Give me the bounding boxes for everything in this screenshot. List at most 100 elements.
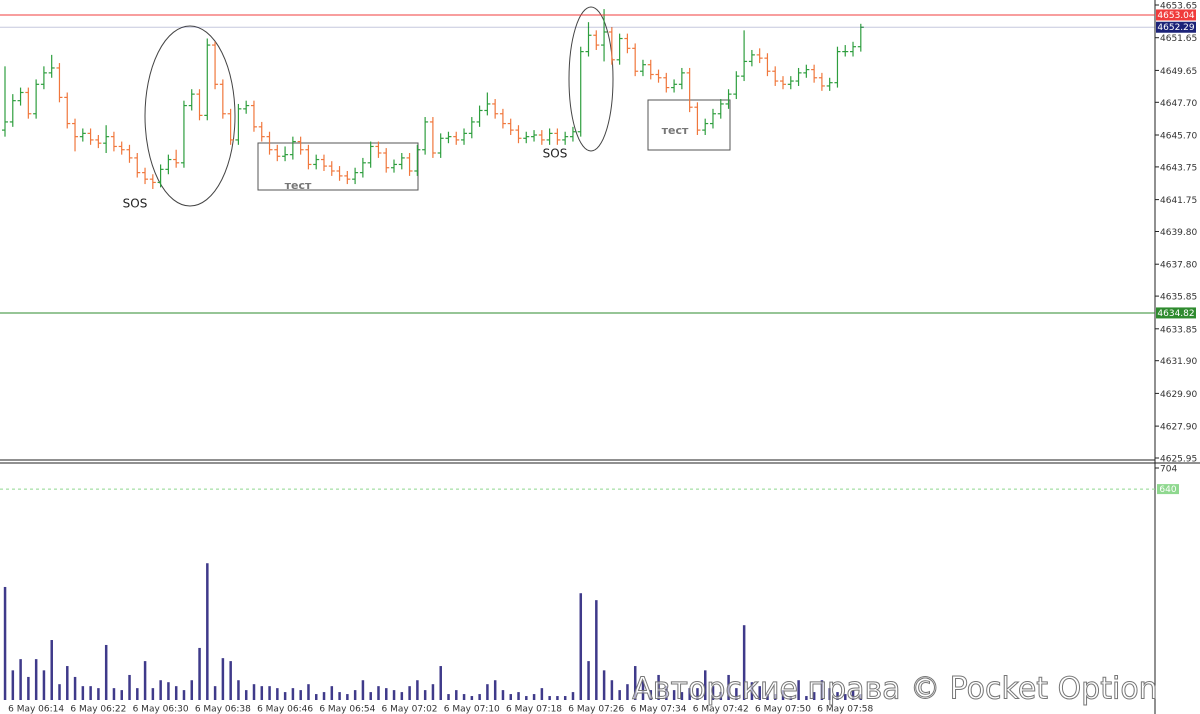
- volume-bar: [564, 696, 567, 700]
- volume-bar: [121, 690, 124, 700]
- volume-bar: [245, 690, 248, 700]
- volume-bar: [354, 690, 357, 700]
- annotation: тест: [662, 124, 689, 137]
- y-tick-label: 4645.70: [1160, 132, 1197, 142]
- volume-bar: [299, 690, 302, 700]
- volume-bar: [618, 690, 621, 700]
- volume-bar: [580, 593, 583, 700]
- volume-bar: [626, 684, 629, 700]
- volume-bar: [525, 696, 528, 700]
- volume-bar: [486, 684, 489, 700]
- volume-bar: [206, 563, 209, 700]
- volume-bar: [338, 692, 341, 700]
- volume-bar: [377, 686, 380, 700]
- volume-bar: [276, 688, 279, 700]
- volume-bar: [58, 684, 61, 700]
- y-tick-label: 4647.70: [1160, 99, 1197, 109]
- y-tick-label: 4629.90: [1160, 390, 1197, 400]
- y-tick-label: 4625.95: [1160, 455, 1197, 465]
- volume-bar: [548, 696, 551, 700]
- y-tick-label: 4649.65: [1160, 67, 1197, 77]
- volume-bar: [144, 661, 147, 700]
- volume-bar: [439, 666, 442, 700]
- volume-bar: [229, 661, 232, 700]
- volume-bar: [369, 692, 372, 700]
- volume-bar: [97, 688, 100, 700]
- volume-bar: [510, 694, 513, 700]
- volume-bar: [43, 670, 46, 700]
- volume-bar: [455, 690, 458, 700]
- volume-bar: [19, 659, 22, 700]
- volume-bar: [12, 670, 15, 700]
- x-tick-label: 6 May 06:54: [319, 705, 375, 714]
- volume-bar: [595, 600, 598, 700]
- volume-bar: [292, 688, 295, 700]
- y-tick-label: 4637.80: [1160, 261, 1197, 271]
- x-tick-label: 6 May 07:02: [382, 705, 438, 714]
- volume-bar: [253, 684, 256, 700]
- volume-bar: [541, 688, 544, 700]
- volume-bar: [136, 688, 139, 700]
- watermark: Авторские права © Pocket Option: [632, 672, 1157, 707]
- volume-bar: [159, 680, 162, 700]
- volume-bar: [66, 666, 69, 700]
- x-tick-label: 6 May 06:46: [257, 705, 313, 714]
- volume-bar: [82, 686, 85, 700]
- y-tick-label: 4635.85: [1160, 293, 1197, 303]
- y-tick-label: 4639.80: [1160, 228, 1197, 238]
- x-tick-label: 6 May 07:10: [444, 705, 500, 714]
- volume-bar: [362, 680, 365, 700]
- volume-bar: [408, 686, 411, 700]
- volume-bar: [284, 692, 287, 700]
- volume-bar: [27, 677, 30, 700]
- volume-bar: [494, 680, 497, 700]
- x-tick-label: 6 May 06:14: [8, 705, 64, 714]
- volume-bar: [323, 692, 326, 700]
- y-tick-label: 4651.65: [1160, 34, 1197, 44]
- volume-level-label: 640: [1159, 485, 1176, 495]
- test-box: [648, 100, 730, 150]
- volume-bar: [556, 696, 559, 700]
- y-tick-label: 4631.90: [1160, 357, 1197, 367]
- volume-bar: [611, 680, 614, 700]
- volume-bar: [385, 688, 388, 700]
- volume-bar: [198, 648, 201, 700]
- volume-bar: [191, 680, 194, 700]
- volume-bar: [315, 694, 318, 700]
- volume-bar: [424, 690, 427, 700]
- y-tick-label: 4641.75: [1160, 196, 1197, 206]
- volume-bar: [74, 677, 77, 700]
- y-tick-label: 4627.90: [1160, 423, 1197, 433]
- x-tick-label: 6 May 07:18: [506, 705, 562, 714]
- volume-bar: [471, 696, 474, 700]
- volume-bar: [587, 661, 590, 700]
- highlight-ellipse: [145, 26, 235, 206]
- x-tick-label: 6 May 06:30: [133, 705, 189, 714]
- volume-bar: [183, 690, 186, 700]
- volume-bar: [35, 659, 38, 700]
- volume-bar: [152, 688, 155, 700]
- price-level-label: 4634.82: [1157, 309, 1194, 319]
- volume-bar: [478, 694, 481, 700]
- x-tick-label: 6 May 06:38: [195, 705, 251, 714]
- volume-bar: [533, 694, 536, 700]
- volume-bar: [50, 640, 53, 700]
- volume-bar: [128, 675, 131, 700]
- highlight-ellipse: [569, 7, 613, 151]
- annotation: SOS: [123, 197, 148, 211]
- volume-bar: [463, 694, 466, 700]
- volume-bar: [346, 694, 349, 700]
- volume-bar: [447, 694, 450, 700]
- volume-bar: [237, 680, 240, 700]
- volume-bar: [214, 686, 217, 700]
- volume-bar: [261, 686, 264, 700]
- volume-bar: [113, 688, 116, 700]
- volume-bar: [572, 692, 575, 700]
- volume-bar: [603, 670, 606, 700]
- x-tick-label: 6 May 07:26: [568, 705, 624, 714]
- volume-bar: [167, 682, 170, 700]
- y-tick-label: 704: [1160, 465, 1177, 475]
- volume-bar: [331, 686, 334, 700]
